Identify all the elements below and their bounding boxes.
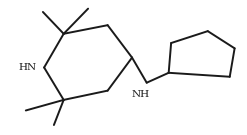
Text: HN: HN [18,63,36,72]
Text: NH: NH [131,90,149,99]
